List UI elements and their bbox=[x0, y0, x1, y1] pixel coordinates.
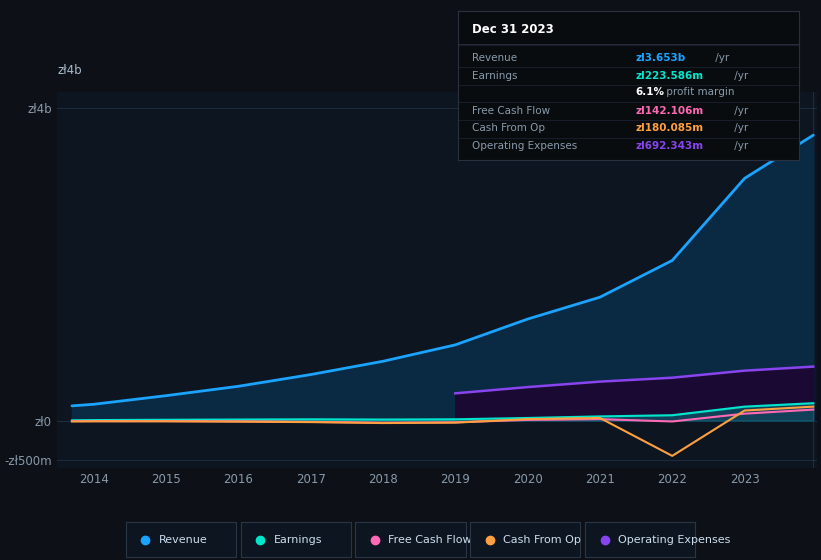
Text: Revenue: Revenue bbox=[472, 53, 517, 63]
Text: zl692.343m: zl692.343m bbox=[635, 141, 704, 151]
Text: Operating Expenses: Operating Expenses bbox=[472, 141, 577, 151]
Text: Operating Expenses: Operating Expenses bbox=[618, 535, 731, 544]
Text: 6.1%: 6.1% bbox=[635, 87, 664, 97]
Text: Earnings: Earnings bbox=[472, 71, 517, 81]
Text: /yr: /yr bbox=[731, 123, 748, 133]
Text: /yr: /yr bbox=[731, 141, 748, 151]
Text: zl142.106m: zl142.106m bbox=[635, 106, 704, 115]
Text: profit margin: profit margin bbox=[663, 87, 734, 97]
Text: Earnings: Earnings bbox=[273, 535, 322, 544]
Text: Cash From Op: Cash From Op bbox=[472, 123, 545, 133]
Text: Free Cash Flow: Free Cash Flow bbox=[472, 106, 550, 115]
Text: Free Cash Flow: Free Cash Flow bbox=[388, 535, 472, 544]
Text: zł4b: zł4b bbox=[57, 64, 82, 77]
Text: Cash From Op: Cash From Op bbox=[503, 535, 581, 544]
Text: Dec 31 2023: Dec 31 2023 bbox=[472, 22, 553, 35]
Text: zl180.085m: zl180.085m bbox=[635, 123, 704, 133]
Text: zl3.653b: zl3.653b bbox=[635, 53, 686, 63]
Text: /yr: /yr bbox=[712, 53, 729, 63]
Text: /yr: /yr bbox=[731, 106, 748, 115]
Text: zl223.586m: zl223.586m bbox=[635, 71, 704, 81]
Text: /yr: /yr bbox=[731, 71, 748, 81]
Text: Revenue: Revenue bbox=[158, 535, 208, 544]
